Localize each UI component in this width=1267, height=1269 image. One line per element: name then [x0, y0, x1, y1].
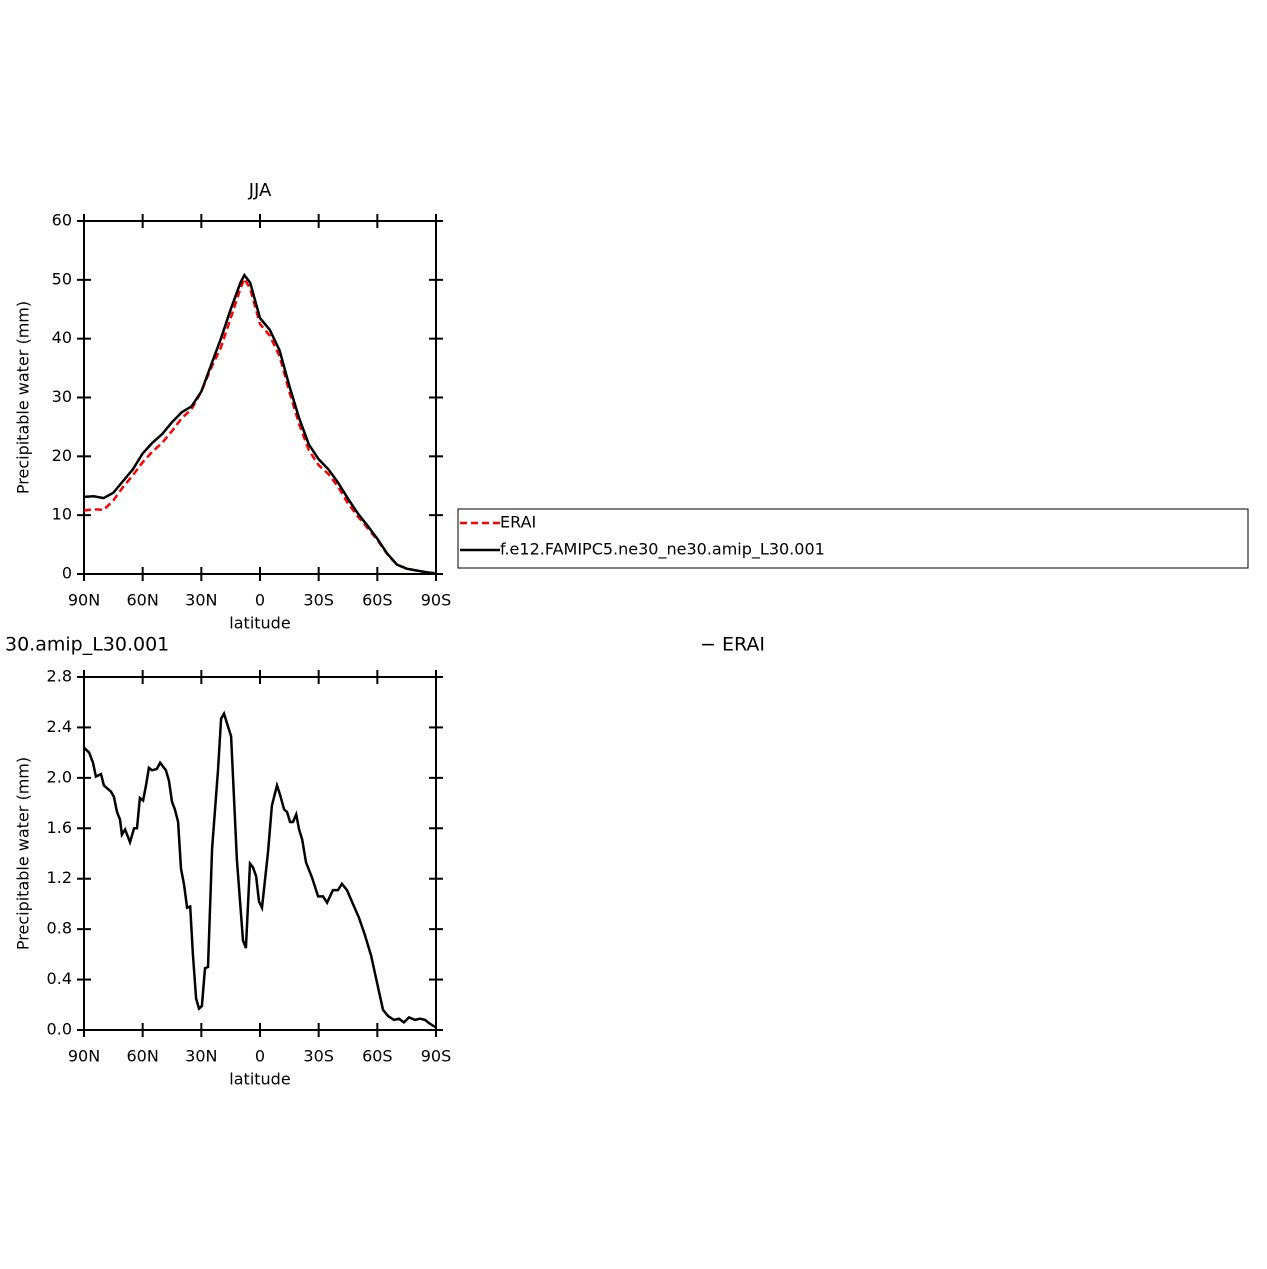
x-tick-label: 90S [421, 1047, 452, 1066]
y-tick-label: 30 [52, 387, 72, 406]
x-tick-label: 60S [362, 591, 393, 610]
x-axis-label: latitude [229, 614, 290, 633]
chart-title: 30.amip_L30.001 [5, 634, 169, 656]
plot-frame [83, 676, 437, 1031]
y-tick-label: 2.8 [47, 667, 72, 686]
x-tick-label: 0 [255, 1047, 265, 1066]
x-tick-label: 90S [421, 591, 452, 610]
y-tick-label: 10 [52, 505, 72, 524]
x-axis-label: latitude [229, 1070, 290, 1089]
y-axis-label: Precipitable water (mm) [14, 301, 33, 494]
chart-title-right: − ERAI [700, 634, 765, 656]
x-tick-label: 30S [303, 1047, 334, 1066]
y-tick-label: 0.4 [47, 969, 72, 988]
y-tick-label: 20 [52, 446, 72, 465]
data-line [83, 275, 437, 575]
y-tick-label: 1.6 [47, 818, 72, 837]
legend-label: ERAI [500, 513, 536, 532]
x-tick-label: 30N [185, 1047, 217, 1066]
y-tick-label: 0.0 [47, 1020, 72, 1039]
x-tick-label: 60N [127, 1047, 159, 1066]
y-tick-label: 60 [52, 211, 72, 230]
data-line [83, 710, 437, 1029]
x-tick-label: 30S [303, 591, 334, 610]
x-tick-label: 90N [68, 1047, 100, 1066]
y-axis-label: Precipitable water (mm) [14, 757, 33, 950]
x-tick-label: 90N [68, 591, 100, 610]
data-line [83, 272, 437, 575]
y-tick-label: 2.4 [47, 717, 72, 736]
plot-frame [83, 220, 437, 575]
y-tick-label: 2.0 [47, 767, 72, 786]
y-tick-label: 0 [62, 564, 72, 583]
x-tick-label: 30N [185, 591, 217, 610]
legend-label: f.e12.FAMIPC5.ne30_ne30.amip_L30.001 [500, 540, 825, 560]
chart-title: JJA [248, 180, 272, 201]
x-tick-label: 60N [127, 591, 159, 610]
y-tick-label: 0.8 [47, 919, 72, 938]
x-tick-label: 0 [255, 591, 265, 610]
y-tick-label: 40 [52, 328, 72, 347]
legend-box [457, 508, 1249, 569]
y-tick-label: 50 [52, 269, 72, 288]
x-tick-label: 60S [362, 1047, 393, 1066]
y-tick-label: 1.2 [47, 868, 72, 887]
